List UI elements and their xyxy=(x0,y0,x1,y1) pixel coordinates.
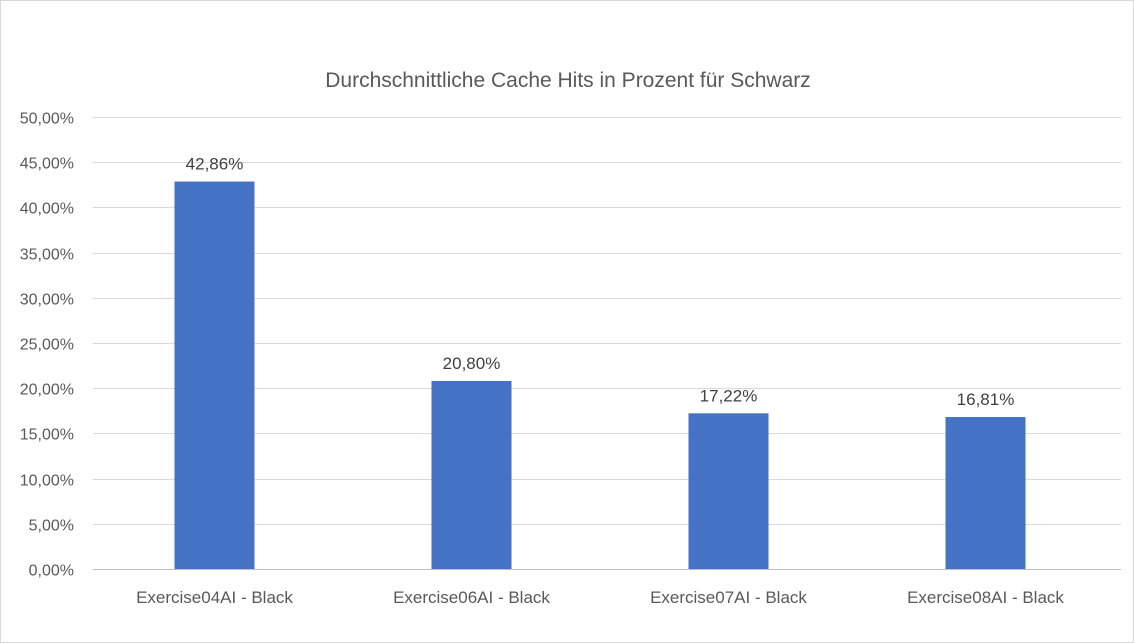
data-label: 17,22% xyxy=(700,386,758,405)
y-axis-tick-labels: 0,00% 5,00% 10,00% 15,00% 20,00% 25,00% 30,00%… xyxy=(20,111,74,580)
bar xyxy=(174,181,255,569)
data-labels: 42,86% 20,80% 17,22% 16,81% xyxy=(186,155,1015,409)
data-label: 16,81% xyxy=(957,390,1015,409)
y-tick-label: 50,00% xyxy=(20,111,74,128)
y-tick-label: 15,00% xyxy=(20,427,74,444)
chart-title: Durchschnittliche Cache Hits in Prozent … xyxy=(325,69,811,92)
y-tick-label: 30,00% xyxy=(20,292,74,309)
data-label: 20,80% xyxy=(443,354,501,373)
x-category-label: Exercise04AI - Black xyxy=(136,588,293,607)
bar xyxy=(431,380,512,569)
bar xyxy=(945,417,1026,569)
bars xyxy=(174,181,1026,569)
y-tick-label: 40,00% xyxy=(20,201,74,218)
y-tick-label: 5,00% xyxy=(29,518,74,535)
y-tick-label: 20,00% xyxy=(20,382,74,399)
x-category-label: Exercise06AI - Black xyxy=(393,588,550,607)
y-tick-label: 25,00% xyxy=(20,337,74,354)
y-tick-label: 35,00% xyxy=(20,247,74,264)
x-axis-category-labels: Exercise04AI - Black Exercise06AI - Black… xyxy=(136,588,1064,607)
x-category-label: Exercise07AI - Black xyxy=(650,588,807,607)
y-tick-label: 0,00% xyxy=(29,563,74,580)
x-category-label: Exercise08AI - Black xyxy=(907,588,1064,607)
data-label: 42,86% xyxy=(186,155,244,174)
gridlines xyxy=(93,117,1121,570)
bar xyxy=(688,413,769,569)
y-tick-label: 10,00% xyxy=(20,473,74,490)
y-tick-label: 45,00% xyxy=(20,156,74,173)
